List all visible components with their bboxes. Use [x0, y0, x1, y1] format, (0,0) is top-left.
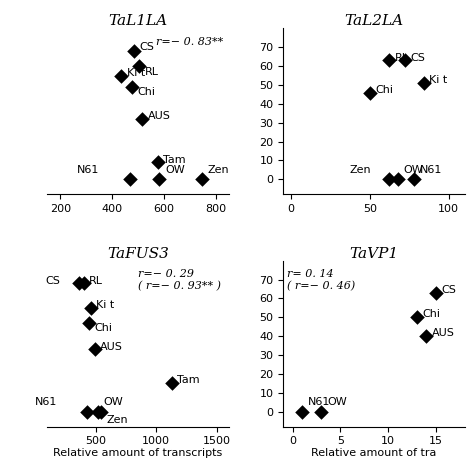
Point [85, 319, 92, 327]
Text: N61: N61 [77, 164, 100, 174]
Point [80, 280, 88, 287]
Text: CS: CS [140, 42, 155, 52]
Text: OW: OW [404, 164, 424, 174]
Point [128, 83, 136, 91]
Text: Zen: Zen [107, 415, 128, 425]
Point [75, 280, 82, 287]
Text: Ki t: Ki t [429, 75, 447, 85]
X-axis label: Relative amount of transcripts: Relative amount of transcripts [54, 448, 223, 458]
Point [168, 380, 176, 387]
Point [91, 346, 98, 353]
Point [385, 175, 392, 183]
Point [155, 175, 163, 183]
Text: N61: N61 [35, 397, 57, 407]
Point [154, 158, 161, 166]
Text: CS: CS [410, 53, 425, 63]
Text: RL: RL [394, 53, 409, 63]
Point [83, 408, 91, 415]
Text: Chi: Chi [422, 310, 440, 319]
Text: Tam: Tam [163, 155, 186, 164]
Title: TaL2LA: TaL2LA [344, 14, 403, 28]
Text: CS: CS [441, 285, 456, 295]
Text: Tam: Tam [177, 375, 200, 385]
Text: N61: N61 [419, 164, 442, 174]
Point [198, 175, 205, 183]
Point [138, 115, 146, 123]
Point [410, 175, 418, 183]
Point [136, 63, 143, 70]
Point [318, 408, 325, 415]
Point [432, 289, 440, 297]
Text: Zen: Zen [350, 164, 372, 174]
Text: AUS: AUS [432, 328, 455, 338]
Text: Ki t: Ki t [97, 300, 115, 310]
Point [87, 304, 95, 311]
Text: AUS: AUS [147, 111, 170, 121]
Text: Chi: Chi [375, 85, 393, 95]
Text: r= 0. 14
( r=− 0. 46): r= 0. 14 ( r=− 0. 46) [287, 269, 355, 291]
Title: TaL1LA: TaL1LA [109, 14, 168, 28]
Text: RL: RL [89, 275, 103, 285]
Point [118, 72, 125, 79]
Point [401, 57, 409, 64]
Point [98, 408, 105, 415]
Text: Chi: Chi [94, 323, 112, 334]
Title: TaVP1: TaVP1 [349, 246, 399, 261]
Text: OW: OW [165, 164, 185, 174]
Text: OW: OW [327, 397, 346, 407]
Text: Chi: Chi [137, 87, 155, 98]
Point [422, 332, 430, 340]
Point [385, 57, 392, 64]
Text: Ki t: Ki t [127, 68, 145, 78]
Point [419, 79, 427, 87]
Point [299, 408, 306, 415]
Text: N61: N61 [308, 397, 330, 407]
Point [126, 175, 134, 183]
Point [413, 313, 420, 321]
X-axis label: Relative amount of tra: Relative amount of tra [311, 448, 437, 458]
Point [394, 175, 402, 183]
Title: TaFUS3: TaFUS3 [107, 246, 169, 261]
Text: r=− 0. 29
( r=− 0. 93** ): r=− 0. 29 ( r=− 0. 93** ) [138, 269, 221, 291]
Point [130, 47, 138, 55]
Text: OW: OW [104, 397, 124, 407]
Point [94, 408, 102, 415]
Text: CS: CS [46, 275, 60, 285]
Text: RL: RL [145, 67, 159, 77]
Text: AUS: AUS [100, 342, 123, 352]
Text: r=− 0. 83**: r=− 0. 83** [156, 37, 223, 47]
Text: Zen: Zen [207, 164, 229, 174]
Point [366, 89, 374, 96]
